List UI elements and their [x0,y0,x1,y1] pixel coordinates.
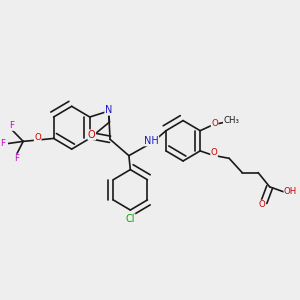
Text: NH: NH [144,136,159,146]
Text: O: O [34,133,41,142]
Text: O: O [88,130,96,140]
Text: O: O [258,200,265,209]
Text: F: F [14,154,19,163]
Text: F: F [9,122,14,130]
Text: Cl: Cl [126,214,135,224]
Text: O: O [211,119,218,128]
Text: N: N [105,105,112,115]
Text: CH₃: CH₃ [224,116,239,125]
Text: F: F [0,139,5,148]
Text: O: O [211,148,218,158]
Text: OH: OH [284,187,297,196]
